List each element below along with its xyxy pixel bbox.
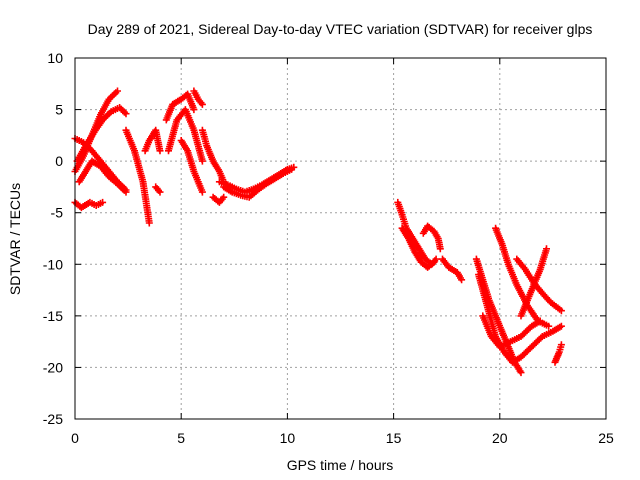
tick-labels: 0 5 10 15 20 25 10 5 0 -5 -10 -15 -20 -25 [43, 50, 614, 446]
series-arc-d [75, 157, 130, 196]
series-arc-e [71, 198, 107, 212]
point-markers [198, 126, 228, 186]
point-markers [551, 341, 565, 366]
y-tick-label: -10 [43, 256, 63, 272]
y-tick-label: 10 [47, 50, 63, 66]
y-tick-label: -20 [43, 359, 63, 375]
point-markers [71, 198, 107, 212]
x-tick-label: 5 [177, 430, 185, 446]
series-arc-zz [551, 341, 565, 366]
series-arc-p [152, 183, 164, 196]
series-arc-y [513, 255, 565, 315]
point-markers [75, 157, 130, 196]
point-markers [162, 90, 198, 124]
series-arc-r [398, 224, 438, 271]
point-markers [73, 104, 130, 165]
point-markers [190, 87, 206, 108]
series-arc-j [177, 137, 206, 196]
y-axis-label: SDTVAR / TECUs [7, 183, 23, 295]
series-arc-m [209, 193, 228, 206]
axis-ticks [74, 57, 607, 420]
series-arc-o [220, 165, 296, 201]
x-tick-label: 10 [280, 430, 296, 446]
y-tick-label: 5 [55, 102, 63, 118]
point-markers [439, 255, 466, 284]
plot-frame [74, 57, 607, 420]
y-tick-label: -25 [43, 411, 63, 427]
chart-title: Day 289 of 2021, Sidereal Day-to-day VTE… [88, 21, 593, 37]
series-arc-s [419, 222, 444, 253]
series-arc-f [122, 126, 153, 227]
point-markers [177, 137, 206, 196]
series-arc-k [190, 87, 206, 108]
series-arc-x [479, 312, 544, 351]
x-tick-label: 15 [386, 430, 402, 446]
point-markers [479, 312, 544, 351]
y-tick-label: 0 [55, 153, 63, 169]
series-arc-g [141, 126, 164, 155]
point-markers [398, 224, 438, 271]
y-tick-label: -15 [43, 308, 63, 324]
series-arc-z [517, 245, 550, 320]
x-tick-label: 0 [71, 430, 79, 446]
series-arc-h [162, 90, 198, 124]
point-markers [513, 255, 565, 315]
point-markers [419, 222, 444, 253]
point-markers [165, 106, 206, 165]
grid-lines [75, 58, 606, 419]
x-tick-label: 25 [598, 430, 614, 446]
x-axis-label: GPS time / hours [287, 457, 394, 473]
data-points [71, 87, 565, 377]
series-arc-t [439, 255, 466, 284]
point-markers [152, 183, 164, 196]
series-arc-l [198, 126, 228, 186]
point-markers [209, 193, 228, 206]
point-markers [220, 165, 296, 201]
x-tick-label: 20 [492, 430, 508, 446]
point-markers [122, 126, 153, 227]
series-arc-i [165, 106, 206, 165]
point-markers [517, 245, 550, 320]
y-tick-label: -5 [51, 205, 64, 221]
series-arc-c [73, 104, 130, 165]
point-markers [141, 126, 164, 155]
